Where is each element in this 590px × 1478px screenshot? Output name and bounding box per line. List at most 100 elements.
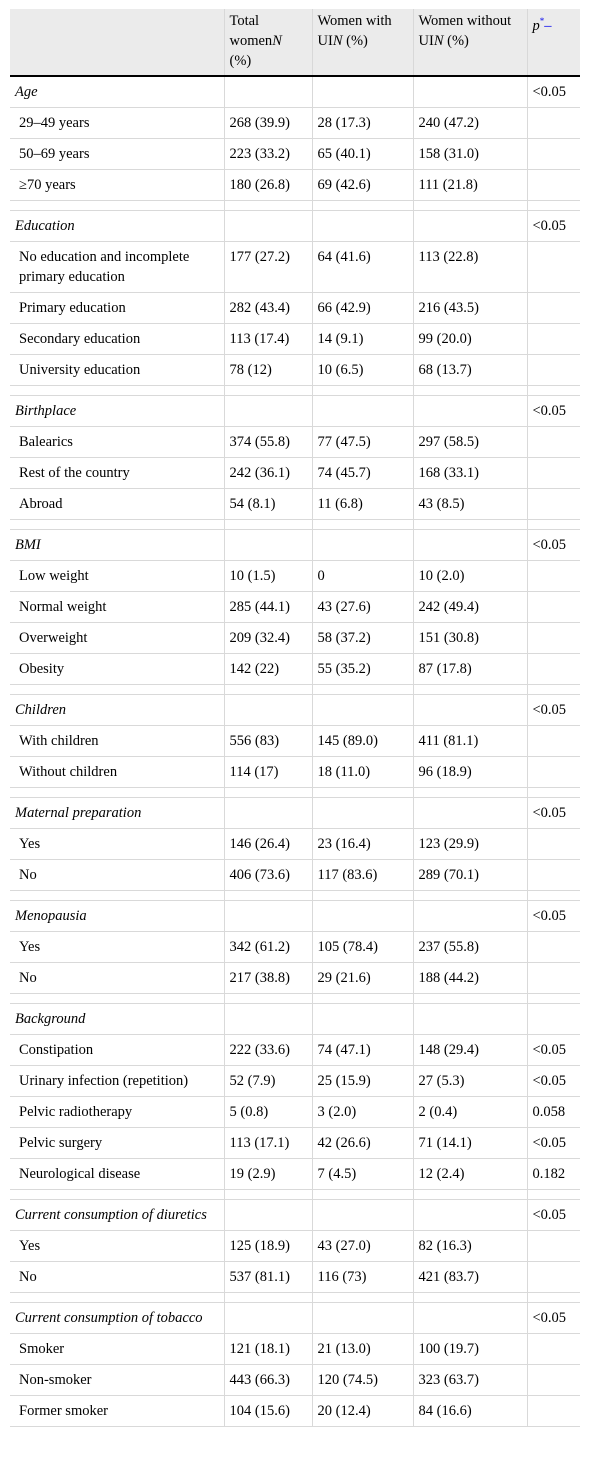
footnote-link[interactable]: *	[539, 16, 545, 26]
empty-cell	[312, 1003, 414, 1035]
empty-cell	[413, 395, 528, 427]
p-value	[527, 457, 580, 489]
spacer-cell	[527, 890, 580, 901]
total-women-cell: 113 (17.4)	[224, 323, 313, 355]
empty-cell	[224, 1302, 313, 1334]
p-value	[527, 622, 580, 654]
total-women-cell: 342 (61.2)	[224, 931, 313, 963]
p-value	[527, 138, 580, 170]
with-ui-cell: 65 (40.1)	[312, 138, 414, 170]
row-label: Abroad	[10, 488, 225, 520]
spacer-cell	[312, 519, 414, 530]
p-value: <0.05	[527, 694, 580, 726]
empty-cell	[413, 797, 528, 829]
with-ui-cell: 58 (37.2)	[312, 622, 414, 654]
without-ui-cell: 82 (16.3)	[413, 1230, 528, 1262]
row-label: Urinary infection (repetition)	[10, 1065, 225, 1097]
group-label: Current consumption of tobacco	[10, 1302, 225, 1334]
empty-cell	[312, 76, 414, 108]
spacer-row	[10, 385, 580, 396]
row-label: Pelvic surgery	[10, 1127, 225, 1159]
p-value	[527, 962, 580, 994]
group-label: Children	[10, 694, 225, 726]
table-row: Abroad 54 (8.1) 11 (6.8) 43 (8.5)	[10, 488, 580, 520]
without-ui-cell: 100 (19.7)	[413, 1333, 528, 1365]
row-label: Primary education	[10, 292, 225, 324]
spacer-cell	[527, 519, 580, 530]
total-women-cell: 78 (12)	[224, 354, 313, 386]
row-label: Obesity	[10, 653, 225, 685]
spacer-cell	[10, 787, 225, 798]
table-row: Neurological disease 19 (2.9) 7 (4.5) 12 (2…	[10, 1158, 580, 1190]
spacer-cell	[10, 385, 225, 396]
p-value: <0.05	[527, 529, 580, 561]
p-value: <0.05	[527, 210, 580, 242]
table-row: Yes 342 (61.2) 105 (78.4) 237 (55.8)	[10, 931, 580, 963]
total-women-cell: 121 (18.1)	[224, 1333, 313, 1365]
with-ui-cell: 10 (6.5)	[312, 354, 414, 386]
data-table: Total womenN (%) Women with UIN (%) Wome…	[10, 9, 580, 1427]
spacer-row	[10, 1292, 580, 1303]
with-ui-cell: 21 (13.0)	[312, 1333, 414, 1365]
without-ui-cell: 99 (20.0)	[413, 323, 528, 355]
table-row: No education and incomplete primary educ…	[10, 241, 580, 293]
without-ui-cell: 87 (17.8)	[413, 653, 528, 685]
p-value	[527, 241, 580, 293]
without-ui-cell: 68 (13.7)	[413, 354, 528, 386]
spacer-cell	[224, 684, 313, 695]
spacer-cell	[312, 993, 414, 1004]
total-women-cell: 537 (81.1)	[224, 1261, 313, 1293]
without-ui-cell: 113 (22.8)	[413, 241, 528, 293]
empty-cell	[224, 1199, 313, 1231]
header-with-n: N	[332, 33, 343, 49]
without-ui-cell: 188 (44.2)	[413, 962, 528, 994]
row-label: Secondary education	[10, 323, 225, 355]
table-row: No 406 (73.6) 117 (83.6) 289 (70.1)	[10, 859, 580, 891]
with-ui-cell: 69 (42.6)	[312, 169, 414, 201]
header-total-women-label: Total women	[229, 13, 273, 49]
empty-cell	[224, 900, 313, 932]
table-row: University education 78 (12) 10 (6.5) 68 (1…	[10, 354, 580, 386]
p-value: <0.05	[527, 900, 580, 932]
without-ui-cell: 2 (0.4)	[413, 1096, 528, 1128]
table-row: Without children 114 (17) 18 (11.0) 96 (18.…	[10, 756, 580, 788]
total-women-cell: 114 (17)	[224, 756, 313, 788]
table-header: Total womenN (%) Women with UIN (%) Wome…	[10, 9, 580, 76]
total-women-cell: 268 (39.9)	[224, 107, 313, 139]
spacer-cell	[224, 1189, 313, 1200]
p-value: <0.05	[527, 797, 580, 829]
with-ui-cell: 117 (83.6)	[312, 859, 414, 891]
spacer-cell	[527, 385, 580, 396]
row-label: ≥70 years	[10, 169, 225, 201]
without-ui-cell: 289 (70.1)	[413, 859, 528, 891]
spacer-cell	[10, 1189, 225, 1200]
table-row: Obesity 142 (22) 55 (35.2) 87 (17.8)	[10, 653, 580, 685]
with-ui-cell: 77 (47.5)	[312, 426, 414, 458]
p-value	[527, 1261, 580, 1293]
empty-cell	[224, 694, 313, 726]
spacer-cell	[10, 1292, 225, 1303]
p-value: <0.05	[527, 395, 580, 427]
header-without-pct: (%)	[443, 33, 469, 49]
with-ui-cell: 25 (15.9)	[312, 1065, 414, 1097]
without-ui-cell: 123 (29.9)	[413, 828, 528, 860]
table-row: Rest of the country 242 (36.1) 74 (45.7) 16…	[10, 457, 580, 489]
table-row: Yes 146 (26.4) 23 (16.4) 123 (29.9)	[10, 828, 580, 860]
with-ui-cell: 20 (12.4)	[312, 1395, 414, 1427]
footnote-dash[interactable]: –	[544, 17, 552, 34]
total-women-cell: 142 (22)	[224, 653, 313, 685]
header-empty	[10, 9, 225, 76]
spacer-cell	[527, 200, 580, 211]
p-value	[527, 560, 580, 592]
table-row: Secondary education 113 (17.4) 14 (9.1) 99 …	[10, 323, 580, 355]
empty-cell	[413, 210, 528, 242]
spacer-cell	[413, 1292, 528, 1303]
spacer-cell	[10, 890, 225, 901]
without-ui-cell: 297 (58.5)	[413, 426, 528, 458]
row-label: No education and incomplete primary educ…	[10, 241, 225, 293]
table-row: No 217 (38.8) 29 (21.6) 188 (44.2)	[10, 962, 580, 994]
header-without-ui-label: Women without UI	[418, 13, 512, 49]
without-ui-cell: 158 (31.0)	[413, 138, 528, 170]
spacer-row	[10, 890, 580, 901]
empty-cell	[312, 529, 414, 561]
